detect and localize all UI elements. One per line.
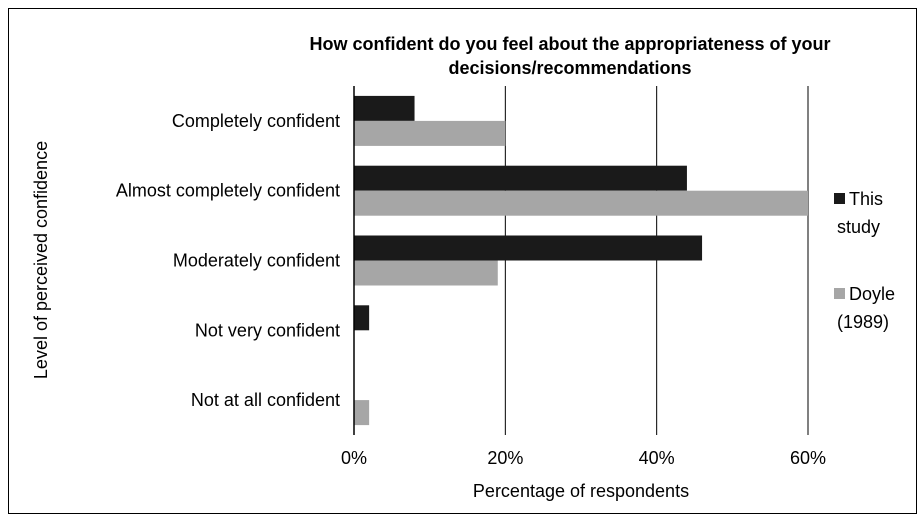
legend-label-1-line-0: Doyle — [849, 284, 895, 304]
x-tick-label-0: 0% — [341, 448, 367, 468]
x-tick-label-3: 60% — [790, 448, 826, 468]
category-label-2: Moderately confident — [173, 251, 340, 271]
category-label-0: Completely confident — [172, 111, 340, 131]
category-label-1: Almost completely confident — [116, 181, 340, 201]
x-tick-labels: 0% 20% 40% 60% — [341, 448, 826, 468]
category-label-3: Not very confident — [195, 320, 340, 340]
legend-label-0-line-1: study — [837, 217, 880, 237]
bars — [354, 95, 808, 426]
x-tick-label-2: 40% — [639, 448, 675, 468]
legend-label-1-line-1: (1989) — [837, 312, 889, 332]
legend-swatch-0 — [834, 193, 845, 204]
bar-s0-c0 — [354, 95, 415, 121]
category-label-4: Not at all confident — [191, 390, 340, 410]
bar-s0-c1 — [354, 165, 687, 191]
y-axis-title: Level of perceived confidence — [31, 141, 51, 379]
bar-s0-c3 — [354, 305, 370, 331]
chart-title-line-1: How confident do you feel about the appr… — [309, 34, 830, 54]
x-axis-title: Percentage of respondents — [473, 481, 689, 501]
legend-label-0-line-0: This — [849, 189, 883, 209]
bar-s0-c2 — [354, 235, 703, 261]
bar-s1-c1 — [354, 190, 808, 216]
bar-s1-c0 — [354, 120, 506, 146]
chart-title-line-2: decisions/recommendations — [448, 58, 691, 78]
legend-swatch-1 — [834, 288, 845, 299]
bar-s1-c4 — [354, 400, 370, 426]
bar-s1-c2 — [354, 260, 498, 286]
legend: This study Doyle (1989) — [834, 189, 895, 332]
category-labels: Completely confident Almost completely co… — [116, 111, 340, 410]
x-tick-label-1: 20% — [487, 448, 523, 468]
